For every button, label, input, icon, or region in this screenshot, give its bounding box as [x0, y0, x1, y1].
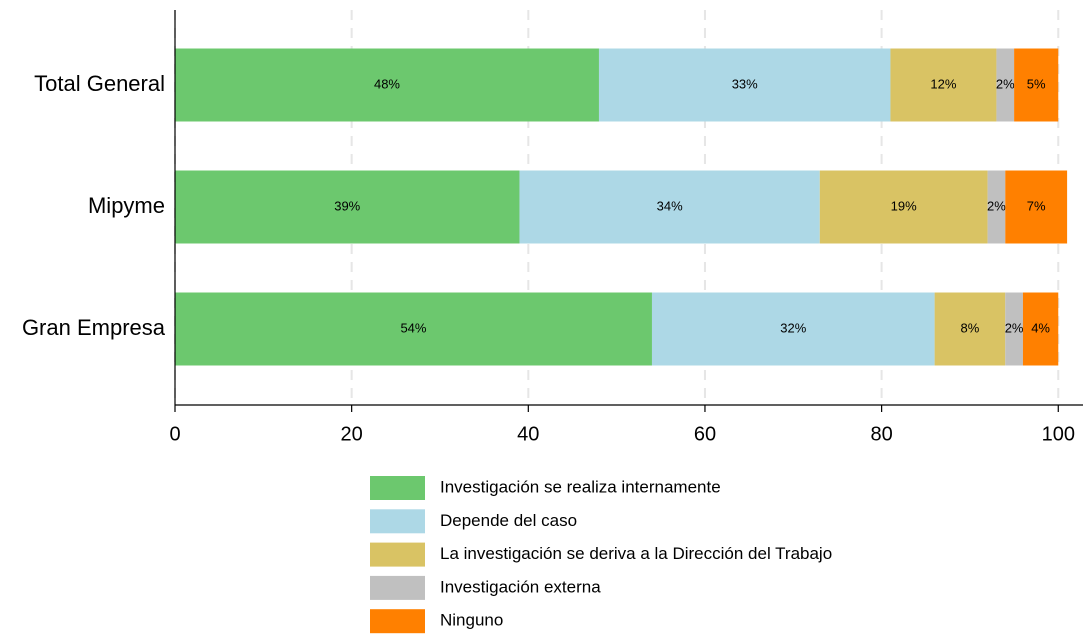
value-label: 12%	[930, 76, 956, 91]
value-label: 48%	[374, 76, 400, 91]
x-tick-label: 40	[517, 423, 539, 445]
bar-segment	[519, 170, 820, 244]
legend-label: Depende del caso	[440, 511, 577, 530]
legend-swatch	[370, 575, 425, 600]
bar-segment	[175, 292, 652, 366]
value-label: 8%	[961, 320, 980, 335]
legend-swatch	[370, 476, 425, 500]
bar-segment	[598, 48, 891, 122]
bar-segment	[890, 48, 997, 122]
value-label: 33%	[732, 76, 758, 91]
legend-label: Ninguno	[440, 611, 503, 630]
y-tick-label: Total General	[34, 71, 165, 96]
bar-segment	[651, 292, 935, 366]
bar-segment	[1022, 292, 1059, 366]
legend-label: La investigación se deriva a la Direcció…	[440, 544, 832, 563]
value-label: 32%	[780, 320, 806, 335]
bar-segment	[175, 170, 520, 244]
x-tick-label: 60	[694, 423, 716, 445]
value-label: 39%	[334, 198, 360, 213]
bar-segment	[1005, 170, 1068, 244]
bar-segment	[934, 292, 1006, 366]
value-label: 34%	[657, 198, 683, 213]
legend-swatch	[370, 609, 425, 634]
legend-swatch	[370, 542, 425, 567]
x-tick-label: 20	[341, 423, 363, 445]
value-label: 2%	[987, 198, 1006, 213]
legend-label: Investigación externa	[440, 577, 601, 596]
x-tick-label: 0	[169, 423, 180, 445]
value-label: 54%	[400, 320, 426, 335]
x-tick-label: 80	[870, 423, 892, 445]
value-label: 5%	[1027, 76, 1046, 91]
bar-segment	[996, 48, 1015, 122]
value-label: 4%	[1031, 320, 1050, 335]
bar-segment	[1005, 292, 1023, 366]
y-tick-label: Gran Empresa	[22, 315, 166, 340]
value-label: 2%	[996, 76, 1015, 91]
legend-swatch	[370, 509, 425, 534]
value-label: 19%	[891, 198, 917, 213]
bar-segment	[1014, 48, 1059, 122]
value-label: 7%	[1027, 198, 1046, 213]
bar-segment	[819, 170, 988, 244]
legend-label: Investigación se realiza internamente	[440, 477, 721, 496]
bar-segment	[987, 170, 1006, 244]
value-label: 2%	[1005, 320, 1024, 335]
x-tick-label: 100	[1042, 423, 1075, 445]
bar-segment	[175, 48, 599, 122]
y-tick-label: Mipyme	[88, 193, 165, 218]
